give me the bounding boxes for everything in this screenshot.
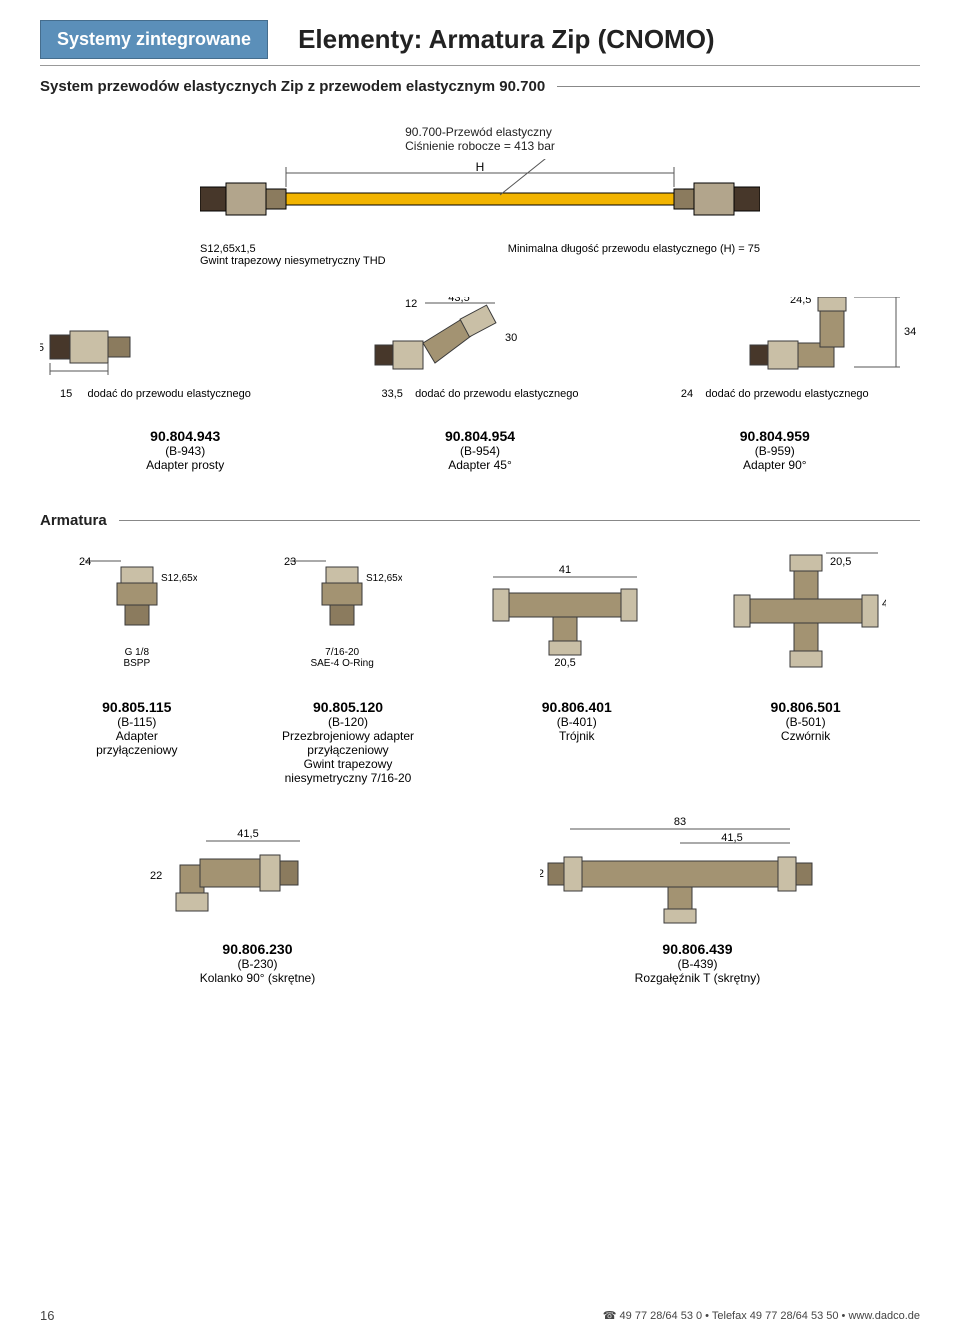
l2-120: przyłączeniowy xyxy=(234,743,463,757)
dim-435: 43,5 xyxy=(448,297,469,304)
adapter-dim-row1: 25 12 43,5 30 xyxy=(40,297,920,380)
thread-label2: Gwint trapezowy niesymetryczny THD xyxy=(200,255,386,267)
l1-120: Przezbrojeniowy adapter xyxy=(234,729,463,743)
dim-41b: 41 xyxy=(882,598,886,610)
dim-41a: 41 xyxy=(559,564,571,576)
b-120: (B-120) xyxy=(234,715,463,729)
bspp-label: G 1/8 BSPP xyxy=(123,647,150,669)
l4-120: niesymetryczny 7/16-20 xyxy=(234,771,463,785)
code-230: 90.806.230 xyxy=(200,941,316,957)
dim-335: 33,5 xyxy=(382,388,403,400)
l1-501: Czwórnik xyxy=(691,729,920,743)
dim-415a: 41,5 xyxy=(237,828,258,840)
min-length-label: Minimalna długość przewodu elastycznego … xyxy=(508,243,760,267)
hose-block: 90.700-Przewód elastyczny Ciśnienie robo… xyxy=(40,125,920,267)
rule2 xyxy=(119,520,920,521)
adapter-dim-row2: 15 dodać do przewodu elastycznego 33,5 d… xyxy=(40,388,920,400)
b-401: (B-401) xyxy=(462,715,691,729)
b-230: (B-230) xyxy=(200,957,316,971)
dim-15: 15 xyxy=(60,388,72,400)
sae-label: 7/16-20 SAE-4 O-Ring xyxy=(310,647,373,669)
dim-30: 30 xyxy=(505,332,517,344)
hose-svg: H xyxy=(200,159,760,239)
thread-120: S12,65x1,5 xyxy=(366,573,402,584)
l1-115: Adapter xyxy=(40,729,234,743)
dim-23: 23 xyxy=(284,557,296,568)
systems-badge: Systemy zintegrowane xyxy=(40,20,268,59)
dim-24: 24 xyxy=(681,388,693,400)
b-959: (B-959) xyxy=(630,444,920,458)
l2-115: przyłączeniowy xyxy=(40,743,234,757)
subtitle: System przewodów elastycznych Zip z prze… xyxy=(40,78,545,95)
code-401: 90.806.401 xyxy=(462,699,691,715)
fitting-230-svg: 22 41,5 xyxy=(140,815,340,925)
code-120: 90.805.120 xyxy=(234,699,463,715)
hose-callout1: 90.700-Przewód elastyczny xyxy=(405,125,552,139)
dim-245: 24,5 xyxy=(790,297,811,306)
code-439: 90.806.439 xyxy=(635,941,761,957)
dim-12: 12 xyxy=(405,298,417,310)
adapter-straight-dim1-svg: 25 xyxy=(40,317,170,377)
fitting-501-svg: 20,5 41 xyxy=(726,549,886,669)
l1-230: Kolanko 90° (skrętne) xyxy=(200,971,316,985)
rule xyxy=(557,86,920,87)
footer-contact: ☎ 49 77 28/64 53 0 • Telefax 49 77 28/64… xyxy=(603,1309,920,1322)
section-armatura: Armatura xyxy=(40,512,107,529)
code-943: 90.804.943 xyxy=(40,428,330,444)
adapter-90-dim-svg: 24,5 34 xyxy=(740,297,920,377)
code-959: 90.804.959 xyxy=(630,428,920,444)
dim-34: 34 xyxy=(904,326,916,338)
armatura-row1: 24 S12,65x1,5 G 1/8 BSPP 23 S12,65x1,5 7… xyxy=(40,549,920,669)
add-label2: dodać do przewodu elastycznego xyxy=(415,388,578,400)
thread-label: S12,65x1,5 Gwint trapezowy niesymetryczn… xyxy=(200,243,386,267)
desc-959: Adapter 90° xyxy=(630,458,920,472)
adapter-45-dim-svg: 12 43,5 30 xyxy=(365,297,545,377)
b-501: (B-501) xyxy=(691,715,920,729)
armatura-codes-row2: 90.806.230 (B-230) Kolanko 90° (skrętne)… xyxy=(40,931,920,985)
b-115: (B-115) xyxy=(40,715,234,729)
b-954: (B-954) xyxy=(335,444,625,458)
l1-401: Trójnik xyxy=(462,729,691,743)
add-label3: dodać do przewodu elastycznego xyxy=(705,388,868,400)
fitting-439-svg: 83 41,5 22 xyxy=(540,815,820,925)
dim-415b: 41,5 xyxy=(721,832,742,844)
code-115: 90.805.115 xyxy=(40,699,234,715)
b-439: (B-439) xyxy=(635,957,761,971)
hose-callout2: Ciśnienie robocze = 413 bar xyxy=(405,139,555,153)
fitting-120-svg: 23 S12,65x1,5 xyxy=(282,557,402,647)
adapter-codes-row: 90.804.943 (B-943) Adapter prosty 90.804… xyxy=(40,418,920,472)
code-501: 90.806.501 xyxy=(691,699,920,715)
dim-24a: 24 xyxy=(79,557,91,568)
dim-205b: 20,5 xyxy=(830,556,851,568)
page-title: Elementy: Armatura Zip (CNOMO) xyxy=(298,24,715,55)
b-943: (B-943) xyxy=(40,444,330,458)
thread-label1: S12,65x1,5 xyxy=(200,243,256,255)
code-954: 90.804.954 xyxy=(335,428,625,444)
thread-115: S12,65x1,5 xyxy=(161,573,197,584)
armatura-row2: 22 41,5 83 41,5 22 xyxy=(40,815,920,925)
dim-83: 83 xyxy=(674,816,686,828)
desc-943: Adapter prosty xyxy=(40,458,330,472)
fitting-401-svg: 41 xyxy=(485,557,645,657)
dim-22a: 22 xyxy=(150,870,162,882)
desc-954: Adapter 45° xyxy=(335,458,625,472)
dim-25: 25 xyxy=(40,342,44,354)
page-number: 16 xyxy=(40,1308,54,1323)
l3-120: Gwint trapezowy xyxy=(234,757,463,771)
armatura-codes-row1: 90.805.115 (B-115) Adapter przyłączeniow… xyxy=(40,689,920,785)
l1-439: Rozgałęźnik T (skrętny) xyxy=(635,971,761,985)
add-label1: dodać do przewodu elastycznego xyxy=(88,388,251,400)
dim-205a: 20,5 xyxy=(554,657,575,669)
dim-22b: 22 xyxy=(540,868,544,880)
page-footer: 16 ☎ 49 77 28/64 53 0 • Telefax 49 77 28… xyxy=(0,1308,960,1323)
hose-callout: 90.700-Przewód elastyczny Ciśnienie robo… xyxy=(405,125,555,153)
fitting-115-svg: 24 S12,65x1,5 xyxy=(77,557,197,647)
h-label: H xyxy=(476,160,485,174)
